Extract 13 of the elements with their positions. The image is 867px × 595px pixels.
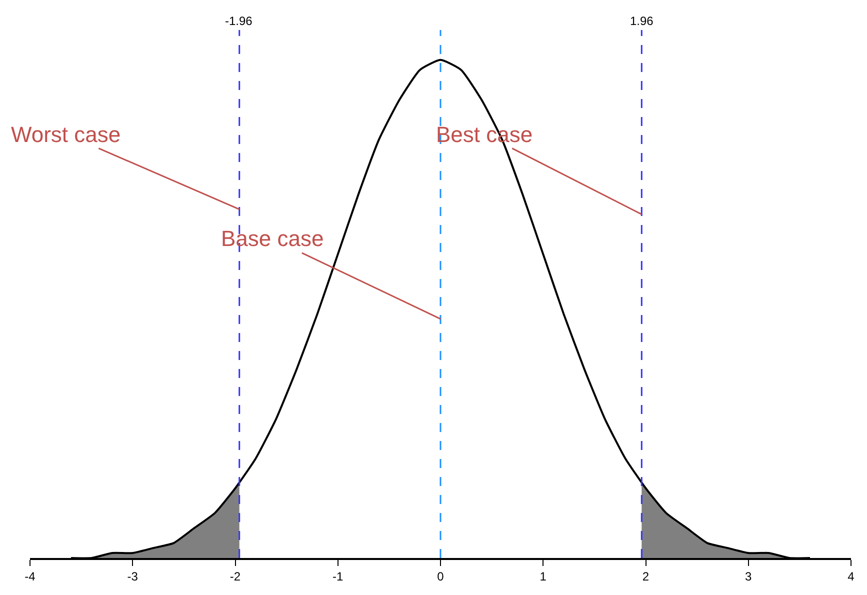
x-tick-label: -4 bbox=[24, 569, 36, 584]
x-tick-label: -1 bbox=[332, 569, 344, 584]
x-tick-label: 3 bbox=[745, 569, 752, 584]
x-tick-label: 4 bbox=[848, 569, 855, 584]
x-tick-label: -3 bbox=[127, 569, 138, 584]
x-tick-label: -2 bbox=[230, 569, 241, 584]
x-tick-label: 2 bbox=[642, 569, 650, 584]
annotation: Base case bbox=[221, 226, 324, 251]
x-tick-label: 1 bbox=[540, 569, 547, 584]
annotation: Worst case bbox=[11, 122, 121, 147]
ref-line-label: 1.96 bbox=[630, 14, 654, 28]
x-tick-label: 0 bbox=[437, 569, 444, 584]
ref-line-label: -1.96 bbox=[225, 14, 253, 28]
